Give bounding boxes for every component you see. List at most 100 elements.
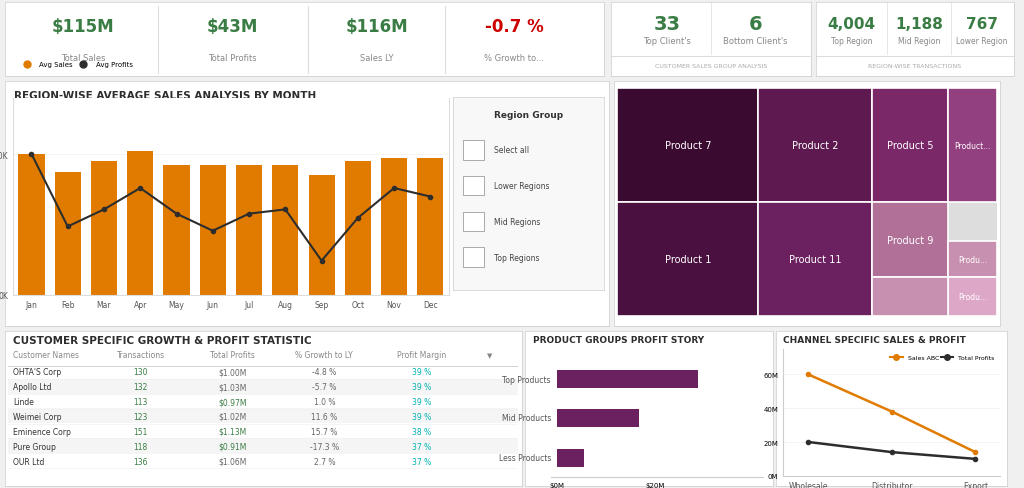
Bar: [872, 89, 948, 203]
Bar: [617, 203, 758, 316]
Text: $115M: $115M: [51, 18, 115, 36]
Text: Produ...: Produ...: [958, 255, 987, 264]
Text: Weimei Corp: Weimei Corp: [13, 412, 61, 421]
Text: Top Products: Top Products: [503, 375, 551, 384]
Text: 38 %: 38 %: [412, 427, 431, 436]
Text: Eminence Corp: Eminence Corp: [13, 427, 71, 436]
Bar: [758, 203, 872, 316]
Text: 15.7 %: 15.7 %: [311, 427, 338, 436]
Text: 118: 118: [134, 442, 147, 451]
Text: Product 9: Product 9: [887, 235, 933, 245]
Text: Product...: Product...: [954, 142, 991, 150]
Text: Lower Regions: Lower Regions: [494, 182, 549, 191]
Text: Total Profits: Total Profits: [209, 54, 257, 63]
Text: Product 7: Product 7: [665, 141, 711, 151]
Bar: [948, 242, 997, 278]
Text: Produ...: Produ...: [958, 292, 987, 302]
Bar: [8, 408, 518, 424]
Bar: [164, 165, 189, 295]
Text: 767: 767: [966, 17, 998, 32]
Text: % Growth to...: % Growth to...: [484, 54, 544, 63]
Text: Bottom Client's: Bottom Client's: [723, 37, 787, 46]
Text: Transactions: Transactions: [117, 350, 165, 360]
Text: -4.8 %: -4.8 %: [312, 367, 337, 376]
Bar: [758, 89, 872, 203]
Text: Mid Region: Mid Region: [898, 37, 940, 46]
Text: OUR Ltd: OUR Ltd: [13, 457, 45, 466]
Bar: [557, 448, 585, 467]
Text: Pure Group: Pure Group: [13, 442, 56, 451]
Text: $116M: $116M: [345, 18, 408, 36]
Bar: [463, 212, 484, 232]
Text: CHANNEL SPECIFIC SALES & PROFIT: CHANNEL SPECIFIC SALES & PROFIT: [783, 336, 966, 345]
Text: 151: 151: [133, 427, 147, 436]
Bar: [272, 165, 298, 295]
Text: Mid Regions: Mid Regions: [494, 218, 540, 226]
Text: 1.0 %: 1.0 %: [313, 397, 335, 406]
Text: 37 %: 37 %: [412, 457, 431, 466]
Text: Top Regions: Top Regions: [494, 253, 539, 262]
Text: $0.91M: $0.91M: [218, 442, 247, 451]
Bar: [345, 162, 371, 295]
Text: Top Region: Top Region: [830, 37, 872, 46]
Text: 39 %: 39 %: [412, 382, 431, 391]
Text: REGION-WISE AVERAGE SALES ANALYSIS BY MONTH: REGION-WISE AVERAGE SALES ANALYSIS BY MO…: [14, 91, 316, 101]
Text: Mid Products: Mid Products: [502, 413, 551, 423]
Bar: [54, 173, 81, 295]
Text: Product 11: Product 11: [788, 255, 842, 264]
Text: $1.03M: $1.03M: [218, 382, 247, 391]
Text: Total Profits: Total Profits: [210, 350, 255, 360]
Text: 113: 113: [133, 397, 147, 406]
Text: CUSTOMER SALES GROUP ANALYSIS: CUSTOMER SALES GROUP ANALYSIS: [655, 64, 767, 69]
Bar: [18, 155, 44, 295]
Bar: [308, 176, 335, 295]
Text: $1.00M: $1.00M: [218, 367, 247, 376]
Bar: [948, 278, 997, 316]
Text: $1.13M: $1.13M: [218, 427, 247, 436]
Text: 39 %: 39 %: [412, 412, 431, 421]
Text: Less Products: Less Products: [499, 453, 551, 462]
Text: 2.7 %: 2.7 %: [313, 457, 335, 466]
Text: Product 5: Product 5: [887, 141, 933, 151]
Text: % Growth to LY: % Growth to LY: [296, 350, 353, 360]
Text: 6: 6: [749, 15, 762, 34]
Bar: [463, 177, 484, 196]
Bar: [557, 371, 698, 388]
Bar: [418, 159, 443, 295]
Text: Customer Names: Customer Names: [13, 350, 79, 360]
Text: Linde: Linde: [13, 397, 34, 406]
Text: 33: 33: [653, 15, 681, 34]
Text: Top Client's: Top Client's: [643, 37, 691, 46]
Bar: [948, 89, 997, 203]
Text: Apollo Ltd: Apollo Ltd: [13, 382, 52, 391]
Text: Product 1: Product 1: [665, 255, 711, 264]
Bar: [381, 159, 408, 295]
Bar: [200, 165, 226, 295]
Text: 11.6 %: 11.6 %: [311, 412, 338, 421]
Text: Total Sales: Total Sales: [60, 54, 105, 63]
Bar: [557, 409, 639, 427]
Text: REGION-WISE TRANSACTIONS: REGION-WISE TRANSACTIONS: [868, 64, 962, 69]
Bar: [127, 152, 154, 295]
Text: ▼: ▼: [487, 352, 493, 358]
Text: OHTA'S Corp: OHTA'S Corp: [13, 367, 61, 376]
Text: $0.97M: $0.97M: [218, 397, 247, 406]
Bar: [8, 379, 518, 394]
Text: 136: 136: [133, 457, 148, 466]
Text: Profit Margin: Profit Margin: [396, 350, 445, 360]
Bar: [8, 438, 518, 453]
Text: Product 2: Product 2: [792, 141, 839, 151]
Text: -5.7 %: -5.7 %: [312, 382, 337, 391]
Bar: [91, 162, 117, 295]
Text: $1.06M: $1.06M: [218, 457, 247, 466]
Text: Region Group: Region Group: [494, 111, 563, 120]
Text: 123: 123: [133, 412, 147, 421]
Text: PRODUCT-WISE SALES ANALYSIS: PRODUCT-WISE SALES ANALYSIS: [623, 89, 811, 99]
Legend: Avg Sales, Avg Profits: Avg Sales, Avg Profits: [16, 60, 135, 71]
Text: 39 %: 39 %: [412, 397, 431, 406]
Legend: Sales ABC, Total Profits: Sales ABC, Total Profits: [888, 352, 997, 363]
Bar: [872, 278, 948, 316]
Text: 132: 132: [133, 382, 147, 391]
Text: Select all: Select all: [494, 146, 528, 155]
Text: CUSTOMER SPECIFIC GROWTH & PROFIT STATISTIC: CUSTOMER SPECIFIC GROWTH & PROFIT STATIS…: [13, 336, 311, 346]
